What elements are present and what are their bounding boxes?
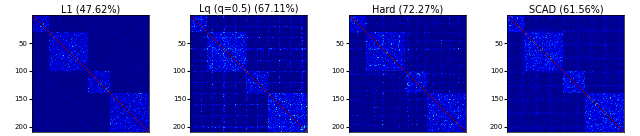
- Title: Hard (72.27%): Hard (72.27%): [372, 4, 443, 14]
- Title: L1 (47.62%): L1 (47.62%): [61, 4, 120, 14]
- Title: Lq (q=0.5) (67.11%): Lq (q=0.5) (67.11%): [199, 4, 298, 14]
- Title: SCAD (61.56%): SCAD (61.56%): [529, 4, 604, 14]
